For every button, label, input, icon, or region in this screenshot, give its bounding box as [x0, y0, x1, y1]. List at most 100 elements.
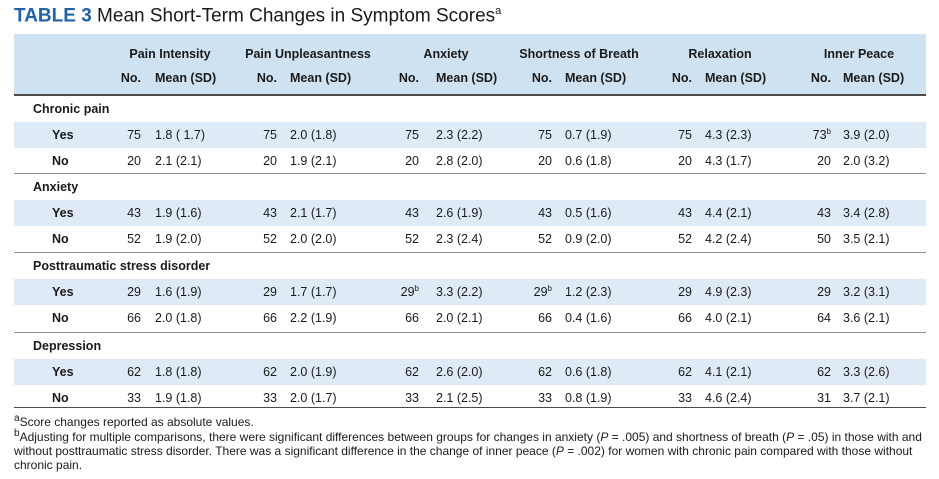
- cell-no: 52: [538, 232, 552, 247]
- cell-mean-sd: 2.3 (2.2): [436, 128, 483, 142]
- cell-mean-sd: 4.2 (2.4): [705, 232, 752, 246]
- title-footnote-mark: a: [495, 5, 502, 17]
- cell-no-value: 75: [678, 128, 692, 142]
- subheader-mean: Mean (SD): [565, 71, 627, 85]
- cell-no-value: 33: [538, 391, 552, 405]
- subheader-mean: Mean (SD): [155, 71, 217, 85]
- cell-no-value: 62: [817, 365, 831, 379]
- cell-no: 75: [127, 128, 141, 143]
- cell-no-value: 20: [127, 154, 141, 168]
- table-title: TABLE 3 Mean Short-Term Changes in Sympt…: [14, 5, 501, 27]
- header-band: [14, 34, 926, 94]
- cell-no-value: 75: [405, 128, 419, 142]
- cell-mean-sd: 4.9 (2.3): [705, 285, 752, 299]
- cell-mean-sd: 3.6 (2.1): [843, 311, 890, 325]
- cell-mean-sd: 1.8 (1.8): [155, 365, 202, 379]
- row-label: Yes: [52, 365, 74, 379]
- cell-no: 43: [817, 206, 831, 221]
- bottom-rule: [14, 407, 926, 408]
- cell-mean-sd: 3.3 (2.6): [843, 365, 890, 379]
- footnote-b-p: P: [786, 430, 795, 444]
- cell-mean-sd: 4.0 (2.1): [705, 311, 752, 325]
- subheader-no: No.: [810, 71, 831, 85]
- subheader-mean: Mean (SD): [843, 71, 905, 85]
- cell-mean-sd: 2.2 (1.9): [290, 311, 337, 325]
- cell-no: 66: [127, 311, 141, 326]
- footnote-mark: b: [547, 283, 552, 293]
- row-label: Yes: [52, 206, 74, 220]
- cell-no: 33: [538, 391, 552, 406]
- cell-no-value: 66: [405, 311, 419, 325]
- cell-no-value: 62: [127, 365, 141, 379]
- cell-no: 33: [678, 391, 692, 406]
- footnote-b-p: P: [555, 444, 564, 458]
- cell-no-value: 33: [405, 391, 419, 405]
- cell-no: 52: [678, 232, 692, 247]
- cell-no: 29: [263, 285, 277, 300]
- footnote-a-text: Score changes reported as absolute value…: [19, 415, 254, 429]
- cell-no-value: 29: [678, 285, 692, 299]
- subheader-mean: Mean (SD): [290, 71, 352, 85]
- cell-no-value: 20: [263, 154, 277, 168]
- row-label: No: [52, 232, 69, 246]
- cell-mean-sd: 1.9 (2.0): [155, 232, 202, 246]
- cell-no: 52: [263, 232, 277, 247]
- cell-no-value: 64: [817, 311, 831, 325]
- cell-no: 29: [127, 285, 141, 300]
- group-label: Chronic pain: [33, 102, 110, 116]
- cell-mean-sd: 2.6 (1.9): [436, 206, 483, 220]
- column-header: Shortness of Breath: [519, 47, 639, 61]
- cell-no-value: 33: [127, 391, 141, 405]
- subheader-no: No.: [671, 71, 692, 85]
- subheader-no: No.: [256, 71, 277, 85]
- cell-mean-sd: 0.4 (1.6): [565, 311, 612, 325]
- group-separator: [14, 173, 926, 174]
- cell-mean-sd: 1.9 (1.6): [155, 206, 202, 220]
- cell-no: 75: [405, 128, 419, 143]
- cell-no: 66: [678, 311, 692, 326]
- cell-no-value: 29: [400, 285, 415, 299]
- column-header: Inner Peace: [823, 47, 895, 61]
- cell-no: 52: [127, 232, 141, 247]
- footnote-b-part: = .05) in those with and without posttra…: [14, 430, 922, 458]
- footnote-a: aScore changes reported as absolute valu…: [14, 412, 926, 429]
- footnote-b-part: Adjusting for multiple comparisons, ther…: [19, 430, 601, 444]
- cell-mean-sd: 4.6 (2.4): [705, 391, 752, 405]
- row-label: Yes: [52, 285, 74, 299]
- cell-no-value: 43: [263, 206, 277, 220]
- subheader-no: No.: [398, 71, 419, 85]
- cell-no-value: 62: [263, 365, 277, 379]
- cell-mean-sd: 3.5 (2.1): [843, 232, 890, 246]
- cell-no-value: 66: [678, 311, 692, 325]
- cell-no: 64: [817, 311, 831, 326]
- cell-mean-sd: 2.0 (2.1): [436, 311, 483, 325]
- cell-no: 20: [817, 154, 831, 169]
- cell-no-value: 29: [817, 285, 831, 299]
- cell-mean-sd: 1.9 (1.8): [155, 391, 202, 405]
- cell-no: 43: [538, 206, 552, 221]
- cell-mean-sd: 2.3 (2.4): [436, 232, 483, 246]
- footnote-a-mark: a: [14, 413, 20, 424]
- cell-mean-sd: 1.8 ( 1.7): [155, 128, 206, 142]
- cell-mean-sd: 4.4 (2.1): [705, 206, 752, 220]
- cell-no-value: 43: [405, 206, 419, 220]
- cell-no: 20: [127, 154, 141, 169]
- group-label: Depression: [33, 339, 102, 353]
- cell-no: 52: [405, 232, 419, 247]
- cell-mean-sd: 3.9 (2.0): [843, 128, 890, 142]
- cell-mean-sd: 0.5 (1.6): [565, 206, 612, 220]
- cell-no-value: 43: [817, 206, 831, 220]
- cell-no: 29b: [534, 283, 552, 300]
- cell-no: 62: [678, 365, 692, 380]
- cell-mean-sd: 0.7 (1.9): [565, 128, 612, 142]
- cell-mean-sd: 0.9 (2.0): [565, 232, 612, 246]
- subheader-mean: Mean (SD): [436, 71, 498, 85]
- column-header: Pain Intensity: [129, 47, 211, 61]
- cell-no-value: 52: [127, 232, 141, 246]
- cell-no: 43: [127, 206, 141, 221]
- footnote-b-mark: b: [14, 428, 20, 439]
- subheader-no: No.: [120, 71, 141, 85]
- cell-no-value: 43: [538, 206, 552, 220]
- cell-mean-sd: 1.9 (2.1): [290, 154, 337, 168]
- cell-no: 66: [405, 311, 419, 326]
